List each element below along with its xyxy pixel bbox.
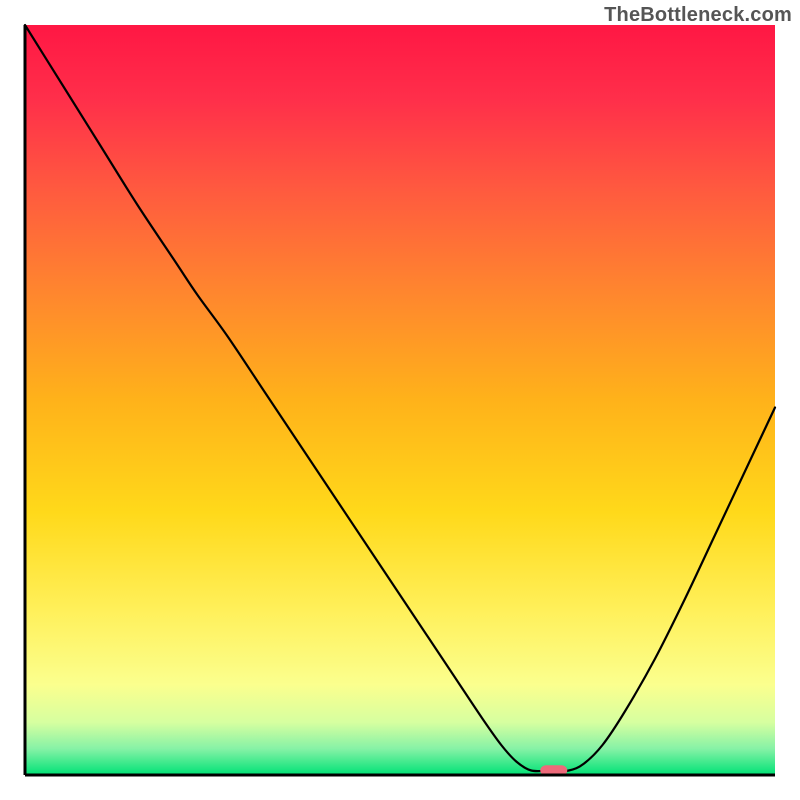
watermark-text: TheBottleneck.com bbox=[604, 4, 792, 27]
bottleneck-chart: TheBottleneck.com bbox=[0, 0, 800, 800]
chart-background bbox=[25, 25, 775, 775]
chart-svg bbox=[0, 0, 800, 800]
